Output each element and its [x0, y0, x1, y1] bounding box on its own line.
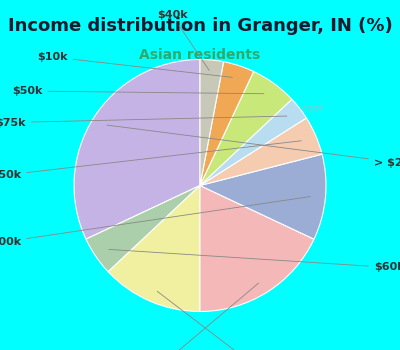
Text: $125k: $125k	[157, 291, 272, 350]
Text: $40k: $40k	[157, 10, 209, 70]
Text: $10k: $10k	[37, 52, 232, 77]
Text: City-Data.com: City-Data.com	[253, 104, 323, 114]
Text: $150k: $150k	[0, 141, 301, 180]
Wedge shape	[200, 71, 292, 186]
Wedge shape	[108, 186, 200, 312]
Wedge shape	[86, 186, 200, 272]
Wedge shape	[200, 60, 224, 186]
Text: $50k: $50k	[12, 86, 264, 96]
Text: > $200k: > $200k	[107, 125, 400, 168]
Wedge shape	[200, 154, 326, 239]
Wedge shape	[74, 60, 200, 239]
Wedge shape	[200, 99, 306, 186]
Text: $60k: $60k	[109, 250, 400, 272]
Text: Asian residents: Asian residents	[139, 48, 261, 62]
Text: $75k: $75k	[0, 116, 287, 127]
Wedge shape	[200, 118, 322, 186]
Wedge shape	[200, 62, 254, 186]
Wedge shape	[200, 186, 314, 312]
Text: $100k: $100k	[0, 197, 310, 247]
Text: $200k: $200k	[143, 283, 259, 350]
Text: Income distribution in Granger, IN (%): Income distribution in Granger, IN (%)	[8, 17, 392, 35]
